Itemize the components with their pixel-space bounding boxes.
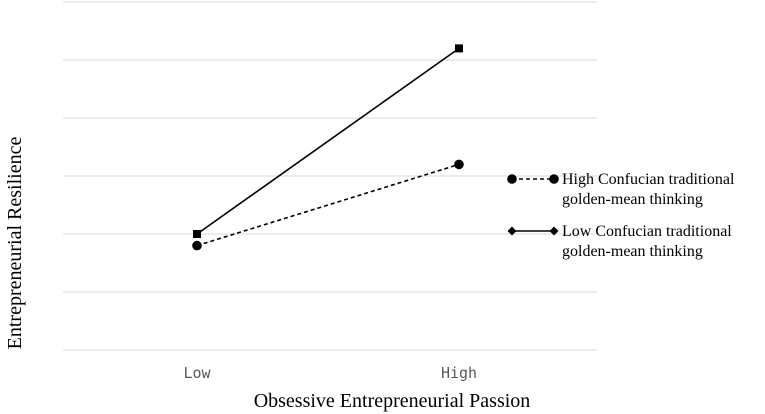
x-tick-label: Low (183, 364, 211, 382)
legend-label: golden-mean thinking (562, 243, 703, 260)
legend-marker (507, 226, 517, 236)
legend-marker (549, 226, 559, 236)
x-axis-title: Obsessive Entrepreneurial Passion (254, 390, 531, 412)
x-tick-labels: Low High (183, 364, 477, 382)
series-markers (192, 44, 464, 251)
gridlines (63, 1, 597, 351)
legend-label: Low Confucian traditional (562, 223, 732, 240)
y-axis-title: Entrepreneurial Resilience (4, 137, 26, 350)
legend-marker (507, 174, 517, 184)
data-point (192, 240, 202, 251)
legend-marker (549, 174, 559, 184)
data-point (193, 230, 201, 238)
legend-label: golden-mean thinking (562, 191, 703, 208)
legend-label: High Confucian traditional (562, 171, 735, 188)
data-point (454, 159, 464, 170)
data-point (455, 44, 463, 53)
series-lines (196, 47, 460, 247)
legend: High Confucian traditional golden-mean th… (507, 171, 735, 260)
x-tick-label: High (441, 364, 477, 382)
series-line (196, 47, 460, 235)
series-line (196, 163, 460, 247)
